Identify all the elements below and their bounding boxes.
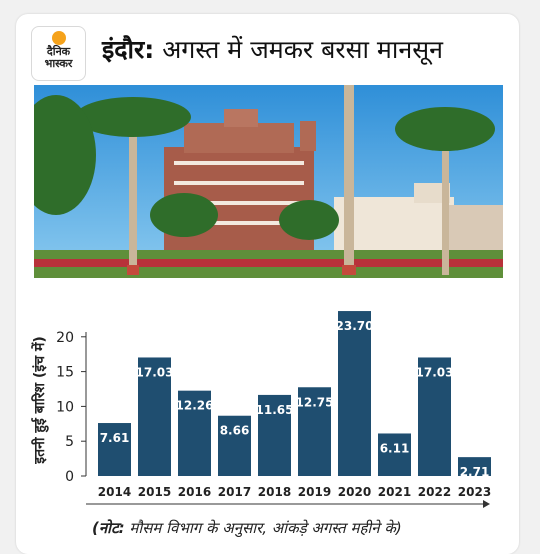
- bar-2021: [378, 433, 411, 476]
- logo-text: दैनिक भास्कर: [44, 45, 73, 70]
- x-tick-label-2017: 2017: [218, 485, 251, 499]
- footnote-label: (नोट:: [92, 519, 125, 537]
- rajwada-palace-photo: [34, 85, 503, 278]
- data-label-2018: 11.65: [256, 403, 294, 417]
- data-label-2022: 17.03: [416, 365, 454, 379]
- bar-2023: [458, 457, 491, 476]
- bar-2022: [418, 357, 451, 476]
- data-label-2016: 12.26: [176, 399, 214, 413]
- x-tick-label-2015: 2015: [138, 485, 171, 499]
- bar-2015: [138, 357, 171, 476]
- x-tick-label-2020: 2020: [338, 485, 371, 499]
- data-label-2017: 8.66: [220, 424, 250, 438]
- data-label-2020: 23.70: [336, 319, 374, 333]
- data-label-2014: 7.61: [100, 431, 130, 445]
- x-tick-label-2023: 2023: [458, 485, 491, 499]
- bar-2017: [218, 415, 251, 476]
- bar-2016: [178, 390, 211, 476]
- page-title: इंदौर: अगस्त में जमकर बरसा मानसून: [102, 32, 443, 66]
- y-axis-label: इतनी हुई बारिश (इंच में): [31, 336, 49, 464]
- bar-2018: [258, 394, 291, 476]
- x-tick-label-2021: 2021: [378, 485, 411, 499]
- footnote-text: मौसम विभाग के अनुसार, आंकड़े अगस्त महीने…: [129, 519, 402, 537]
- bar-2020: [338, 311, 371, 476]
- x-tick-label-2022: 2022: [418, 485, 451, 499]
- sun-icon: [52, 31, 66, 45]
- y-tick-label: 0: [65, 469, 74, 485]
- data-label-2021: 6.11: [380, 441, 410, 455]
- data-label-2019: 12.75: [296, 395, 334, 409]
- y-tick-label: 15: [56, 365, 74, 381]
- data-label-2015: 17.03: [136, 365, 174, 379]
- headline-place: इंदौर:: [102, 35, 155, 64]
- bar-2014: [98, 423, 131, 476]
- y-tick-label: 20: [56, 330, 74, 346]
- y-tick-label: 10: [56, 399, 74, 415]
- footnote: (नोट: मौसम विभाग के अनुसार, आंकड़े अगस्त…: [92, 518, 402, 538]
- x-tick-label-2019: 2019: [298, 485, 331, 499]
- x-tick-label-2016: 2016: [178, 485, 211, 499]
- bar-2019: [298, 387, 331, 476]
- x-axis-arrow-icon: [483, 500, 490, 508]
- x-tick-label-2014: 2014: [98, 485, 131, 499]
- x-tick-label-2018: 2018: [258, 485, 291, 499]
- data-label-2023: 2.71: [460, 465, 490, 479]
- y-tick-label: 5: [65, 434, 74, 450]
- headline-text: अगस्त में जमकर बरसा मानसून: [162, 35, 443, 64]
- dainik-bhaskar-logo: दैनिक भास्कर: [31, 26, 86, 81]
